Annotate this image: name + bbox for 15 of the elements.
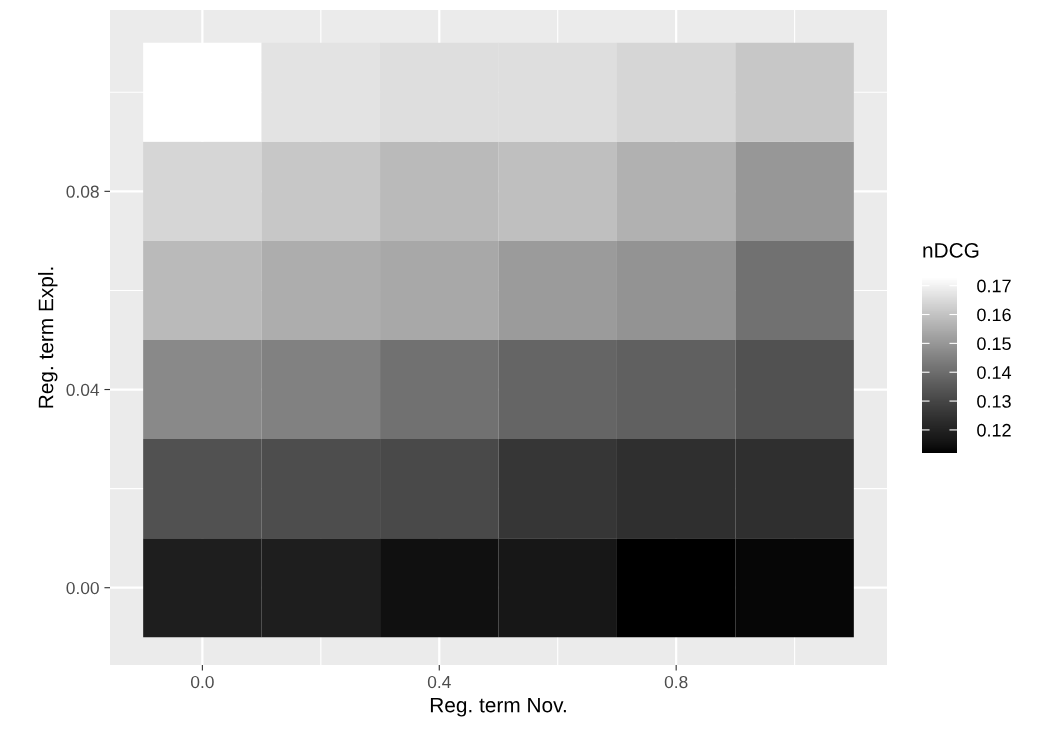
x-axis-title: Reg. term Nov. bbox=[430, 697, 566, 717]
color-bar-label: 0.15 bbox=[977, 337, 1011, 351]
color-bar-label: 0.16 bbox=[977, 308, 1011, 322]
x-tick-label: 0.4 bbox=[427, 675, 451, 689]
y-tick-label: 0.04 bbox=[66, 383, 100, 396]
color-bar-label: 0.12 bbox=[977, 423, 1011, 437]
x-tick-label: 0.0 bbox=[191, 675, 214, 689]
x-tick-label: 0.8 bbox=[664, 675, 688, 689]
color-bar-label: 0.13 bbox=[977, 395, 1011, 408]
color-bar-title: nDCG bbox=[923, 243, 979, 258]
color-bar-label: 0.14 bbox=[977, 366, 1012, 379]
y-tick-label: 0.08 bbox=[66, 185, 99, 198]
color-bar-label: 0.17 bbox=[977, 279, 1011, 293]
y-axis-title: Reg. term Expl. bbox=[38, 267, 58, 408]
y-tick-label: 0.00 bbox=[66, 581, 99, 595]
